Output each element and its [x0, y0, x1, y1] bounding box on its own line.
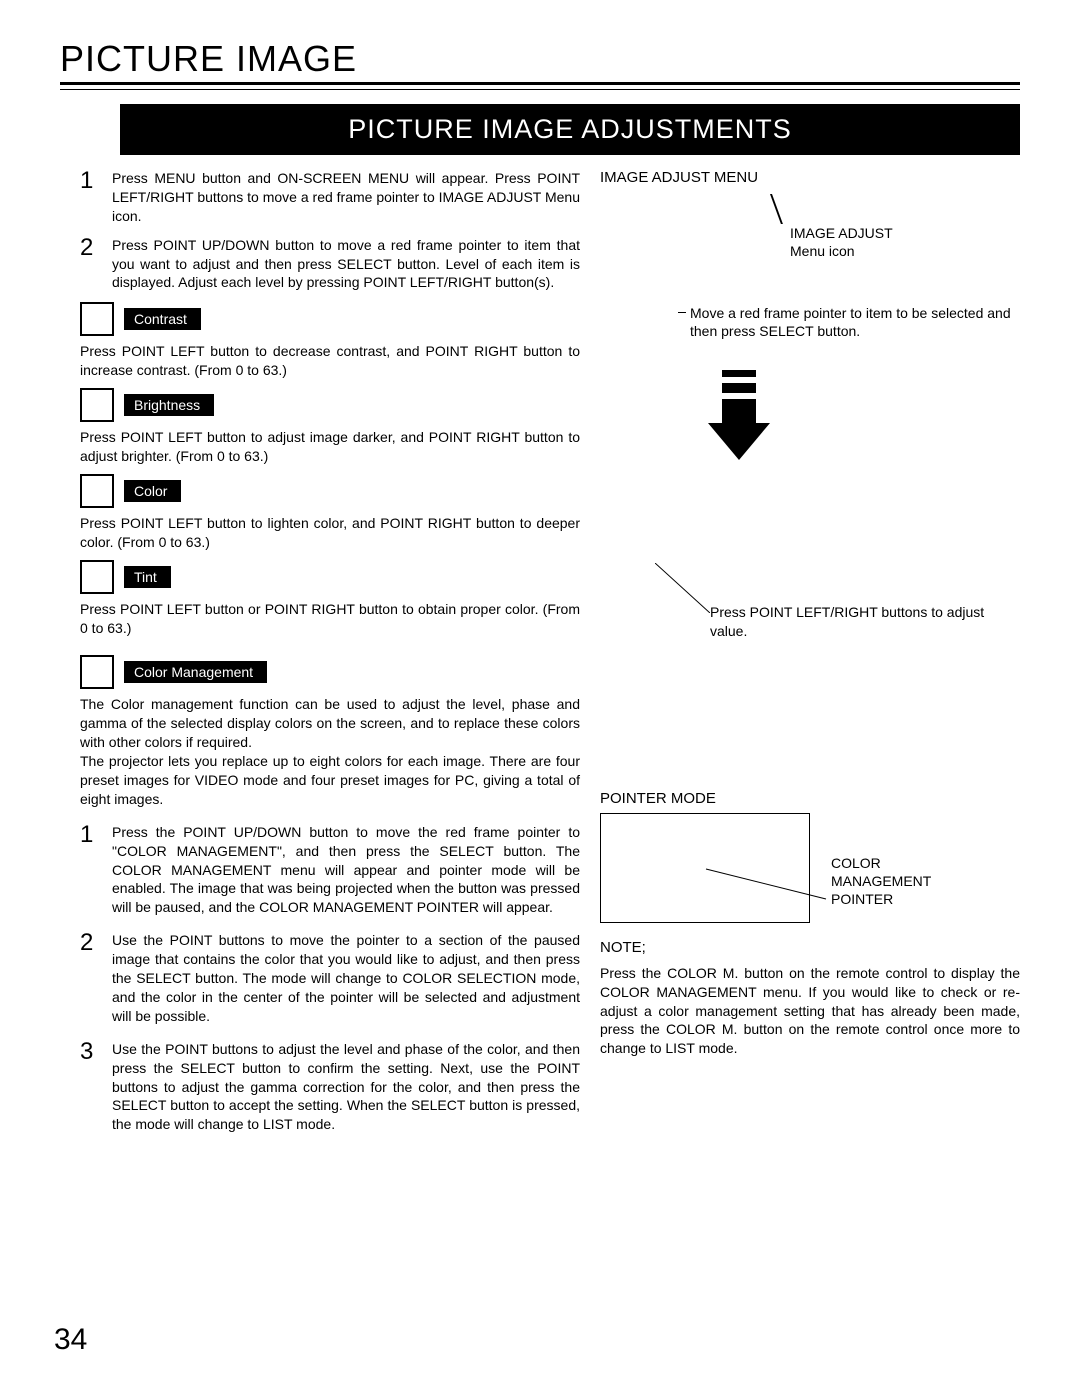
- adjust-color: Color Press POINT LEFT button to lighten…: [80, 474, 580, 552]
- cm-para2: The projector lets you replace up to eig…: [80, 752, 580, 809]
- callout-line-icon: [655, 563, 710, 613]
- cm-substeps: 1 Press the POINT UP/DOWN button to move…: [80, 823, 580, 1134]
- step-text: Use the POINT buttons to adjust the leve…: [112, 1040, 580, 1134]
- item-label: Color Management: [124, 661, 267, 683]
- callout-line-icon: [706, 869, 826, 909]
- down-arrow-icon: [708, 370, 1020, 463]
- icon-label: IMAGE ADJUST Menu icon: [790, 224, 893, 260]
- step-number: 3: [80, 1040, 100, 1134]
- item-label: Brightness: [124, 394, 214, 416]
- page-title: PICTURE IMAGE: [60, 38, 1020, 85]
- step-number: 1: [80, 823, 100, 917]
- note-body: Press the COLOR M. button on the remote …: [600, 964, 1020, 1058]
- menu-title: IMAGE ADJUST MENU: [600, 169, 1020, 186]
- item-icon-placeholder: [80, 474, 114, 508]
- item-body: Press POINT LEFT button to lighten color…: [80, 514, 580, 552]
- color-management-body: The Color management function can be use…: [80, 695, 580, 808]
- adjust-tint: Tint Press POINT LEFT button or POINT RI…: [80, 560, 580, 638]
- item-body: Press POINT LEFT button or POINT RIGHT b…: [80, 600, 580, 638]
- callout-line-icon: [770, 194, 801, 224]
- cm-para1: The Color management function can be use…: [80, 695, 580, 752]
- cm-step-1: 1 Press the POINT UP/DOWN button to move…: [80, 823, 580, 917]
- step-number: 2: [80, 236, 100, 293]
- step-number: 1: [80, 169, 100, 226]
- item-icon-placeholder: [80, 560, 114, 594]
- icon-annotation: IMAGE ADJUST Menu icon: [600, 224, 1020, 294]
- right-column: IMAGE ADJUST MENU IMAGE ADJUST Menu icon…: [600, 169, 1020, 1148]
- step-2: 2 Press POINT UP/DOWN button to move a r…: [80, 236, 580, 293]
- adjust-contrast: Contrast Press POINT LEFT button to decr…: [80, 302, 580, 380]
- press-lr-text: Press POINT LEFT/RIGHT buttons to adjust…: [710, 604, 984, 638]
- press-lr-annotation: Press POINT LEFT/RIGHT buttons to adjust…: [600, 603, 1020, 639]
- step-text: Press MENU button and ON-SCREEN MENU wil…: [112, 169, 580, 226]
- page-number: 34: [54, 1323, 87, 1357]
- note-title: NOTE;: [600, 939, 1020, 956]
- item-body: Press POINT LEFT button to decrease cont…: [80, 342, 580, 380]
- cm-step-3: 3 Use the POINT buttons to adjust the le…: [80, 1040, 580, 1134]
- title-underline: [60, 89, 1020, 90]
- step-1: 1 Press MENU button and ON-SCREEN MENU w…: [80, 169, 580, 226]
- step-text: Press the POINT UP/DOWN button to move t…: [112, 823, 580, 917]
- item-icon-placeholder: [80, 302, 114, 336]
- adjust-brightness: Brightness Press POINT LEFT button to ad…: [80, 388, 580, 466]
- adjust-color-management: Color Management The Color management fu…: [80, 655, 580, 1134]
- step-number: 2: [80, 931, 100, 1025]
- step-text: Press POINT UP/DOWN button to move a red…: [112, 236, 580, 293]
- left-column: 1 Press MENU button and ON-SCREEN MENU w…: [80, 169, 580, 1148]
- item-label: Contrast: [124, 308, 201, 330]
- pointer-label: COLOR MANAGEMENT POINTER: [831, 854, 931, 909]
- step-text: Use the POINT buttons to move the pointe…: [112, 931, 580, 1025]
- item-icon-placeholder: [80, 655, 114, 689]
- pointer-mode-title: POINTER MODE: [600, 790, 1020, 807]
- cm-step-2: 2 Use the POINT buttons to move the poin…: [80, 931, 580, 1025]
- pointer-mode-box: COLOR MANAGEMENT POINTER: [600, 813, 810, 923]
- item-label: Color: [124, 480, 181, 502]
- section-banner: PICTURE IMAGE ADJUSTMENTS: [120, 104, 1020, 155]
- move-frame-annotation: Move a red frame pointer to item to be s…: [600, 304, 1020, 340]
- item-icon-placeholder: [80, 388, 114, 422]
- item-label: Tint: [124, 566, 171, 588]
- item-body: Press POINT LEFT button to adjust image …: [80, 428, 580, 466]
